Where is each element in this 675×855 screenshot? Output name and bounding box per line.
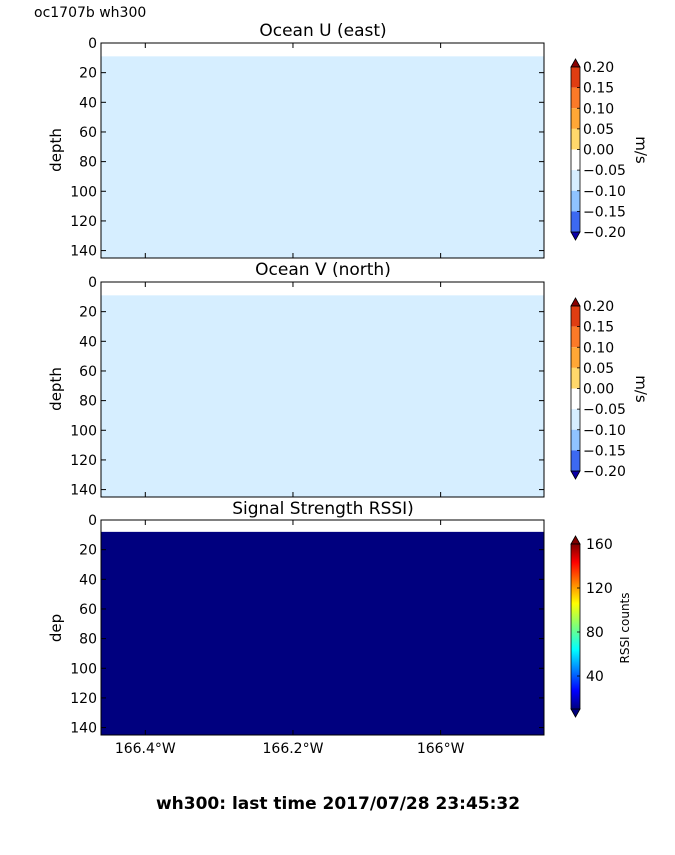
y-axis-label: dep [47, 614, 65, 642]
colorbar-extend-bottom [570, 231, 581, 241]
y-tick-label: 0 [88, 275, 97, 291]
colorbar-tick-label: −0.10 [583, 184, 626, 200]
data-field [101, 56, 544, 259]
panel-title: Ocean U (east) [259, 21, 386, 41]
colorbar-segment [571, 326, 580, 348]
colorbar-tick-label: 0.15 [583, 81, 614, 97]
colorbar-tick-label: 0.20 [583, 299, 614, 315]
colorbar-tick-label: −0.05 [583, 402, 626, 418]
axes-frame [100, 281, 545, 498]
y-tick-label: 140 [70, 483, 97, 499]
colorbar-label: m/s [632, 375, 650, 403]
colorbar-segment [571, 108, 580, 129]
colorbar-tick-label: 0.05 [583, 361, 614, 377]
colorbar-tick-label: 0.10 [583, 340, 614, 356]
colorbar-tick-label: −0.15 [583, 204, 626, 220]
x-tick-label: 166°W [417, 741, 465, 757]
colorbar-segment [571, 450, 580, 471]
y-tick-label: 20 [79, 305, 97, 321]
footer-last-time: wh300: last time 2017/07/28 23:45:32 [156, 794, 520, 814]
colorbar-tick-label: 0.15 [583, 320, 614, 336]
colorbar-tick-label: −0.20 [583, 225, 626, 241]
y-axis-label: depth [47, 367, 65, 411]
colorbar-tick-label: 80 [586, 625, 604, 641]
y-tick-label: 140 [70, 721, 97, 737]
colorbar-segment [571, 429, 580, 451]
panel-rssi: Signal Strength RSSI) dep RSSI counts 0 2… [47, 499, 632, 757]
y-tick-label: 20 [79, 543, 97, 559]
y-tick-label: 0 [88, 36, 97, 52]
colorbar-tick-label: 0.20 [583, 60, 614, 76]
data-field [101, 531, 544, 735]
colorbar-segment [571, 409, 580, 430]
colorbar-label: m/s [632, 136, 650, 164]
colorbar-tick-label: −0.10 [583, 423, 626, 439]
y-tick-label: 100 [70, 423, 97, 439]
y-tick-label: 40 [79, 334, 97, 350]
panel-ocean-u: Ocean U (east) depth m/s 0 20 40 60 80 100 120… [47, 21, 650, 260]
colorbar-extend-bottom [570, 708, 581, 718]
colorbar-segment [571, 211, 580, 232]
colorbar-tick-label: −0.05 [583, 163, 626, 179]
colorbar-tick-label: 120 [586, 581, 613, 597]
axes-frame [100, 519, 545, 736]
colorbar: 0.20 0.15 0.10 0.05 0.00 −0.05 −0.10 −0.15 −0.20 [570, 297, 626, 480]
y-tick-label: 120 [70, 453, 97, 469]
colorbar-segment [571, 306, 580, 327]
y-tick-label: 60 [79, 364, 97, 380]
panel-title: Ocean V (north) [255, 260, 391, 280]
colorbar-extend-top [570, 58, 581, 68]
colorbar-tick-label: 0.05 [583, 122, 614, 138]
colorbar-segment [571, 190, 580, 212]
colorbar-gradient [570, 543, 581, 710]
y-tick-label: 120 [70, 214, 97, 230]
colorbar-segment [571, 67, 580, 88]
colorbar-segment [571, 388, 580, 410]
colorbar-tick-label: −0.15 [583, 443, 626, 459]
colorbar-extend-bottom [570, 470, 581, 480]
colorbar-extend-top [570, 535, 581, 545]
y-tick-label: 80 [79, 394, 97, 410]
colorbar-tick-label: −0.20 [583, 464, 626, 480]
y-tick-label: 80 [79, 155, 97, 171]
colorbar-tick-label: 0.00 [583, 382, 614, 398]
panel-title: Signal Strength RSSI) [232, 499, 414, 519]
colorbar-segment [571, 170, 580, 191]
y-axis-label: depth [47, 128, 65, 172]
y-tick-label: 140 [70, 244, 97, 260]
colorbar: 0.20 0.15 0.10 0.05 0.00 −0.05 −0.10 −0.15 −0.20 [570, 58, 626, 241]
axes-frame [100, 42, 545, 259]
y-tick-label: 40 [79, 95, 97, 111]
colorbar-tick-label: 160 [586, 537, 613, 553]
colorbar-segment [571, 347, 580, 368]
y-tick-label: 80 [79, 632, 97, 648]
corner-label: oc1707b wh300 [34, 5, 146, 21]
colorbar-label: RSSI counts [618, 592, 632, 663]
colorbar: 160 120 80 40 [570, 535, 613, 718]
x-tick-label: 166.4°W [115, 741, 176, 757]
panel-ocean-v: Ocean V (north) depth m/s 0 20 40 60 80 100 12… [47, 260, 650, 499]
x-tick-label: 166.2°W [263, 741, 324, 757]
y-tick-label: 40 [79, 572, 97, 588]
y-tick-label: 0 [88, 513, 97, 529]
data-field [101, 295, 544, 497]
colorbar-segment [571, 87, 580, 109]
colorbar-extend-top [570, 297, 581, 307]
y-tick-label: 60 [79, 602, 97, 618]
y-tick-label: 100 [70, 184, 97, 200]
colorbar-tick-label: 40 [586, 669, 604, 685]
y-tick-label: 120 [70, 691, 97, 707]
colorbar-tick-label: 0.10 [583, 101, 614, 117]
y-tick-label: 20 [79, 66, 97, 82]
y-tick-label: 100 [70, 661, 97, 677]
colorbar-segment [571, 367, 580, 389]
colorbar-segment [571, 149, 580, 171]
colorbar-tick-label: 0.00 [583, 143, 614, 159]
colorbar-segment [571, 128, 580, 150]
y-tick-label: 60 [79, 125, 97, 141]
